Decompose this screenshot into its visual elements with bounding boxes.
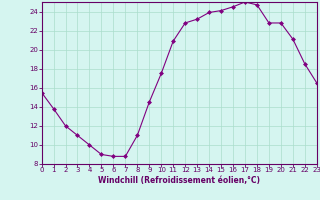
X-axis label: Windchill (Refroidissement éolien,°C): Windchill (Refroidissement éolien,°C) [98, 176, 260, 185]
